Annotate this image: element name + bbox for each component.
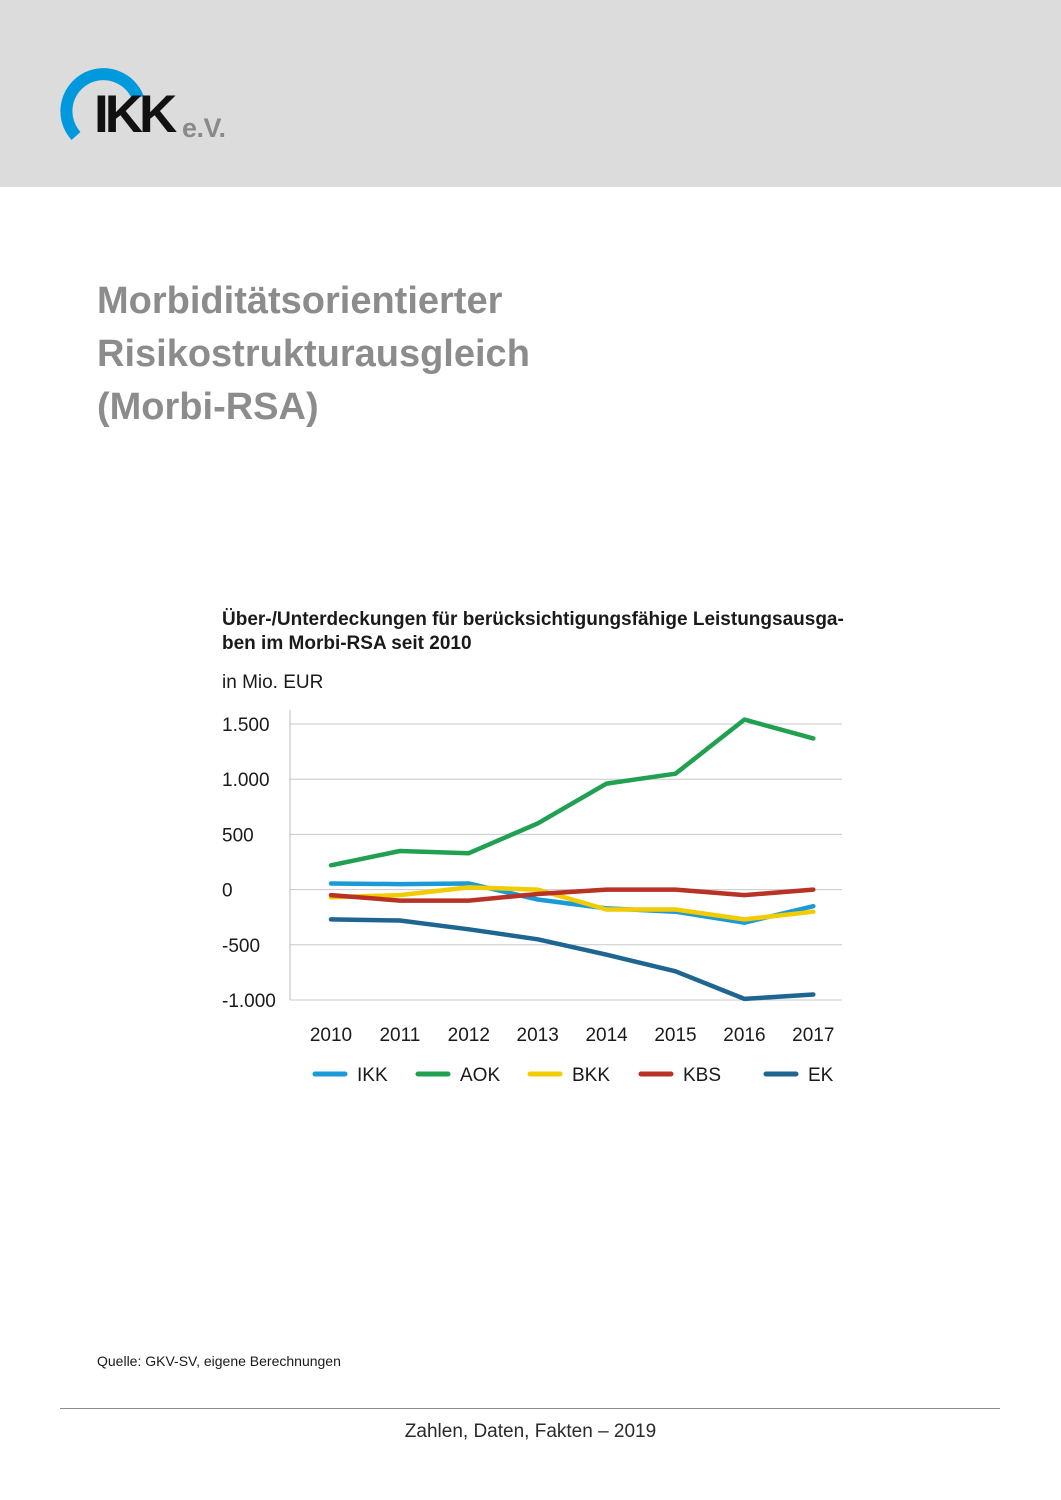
y-tick-label: 1.000: [222, 770, 270, 791]
chart-unit-label: in Mio. EUR: [222, 672, 324, 693]
x-tick-label: 2010: [310, 1025, 352, 1046]
series-line-aok: [328, 717, 816, 868]
legend: IKK AOK BKK KBS EK: [312, 1065, 834, 1086]
footer-text: Zahlen, Daten, Fakten – 2019: [404, 1421, 657, 1442]
x-tick-label: 2015: [654, 1025, 696, 1046]
legend-label-ikk: IKK: [357, 1065, 388, 1086]
ikk-logo: IKK e.V.: [58, 58, 248, 153]
y-tick-label: 500: [222, 825, 254, 846]
legend-label-aok: AOK: [460, 1065, 500, 1086]
y-tick-label: -500: [222, 936, 260, 957]
y-tick-label: 1.500: [222, 715, 270, 736]
series-line-ek: [328, 917, 816, 1002]
series-line-ikk: [328, 881, 816, 925]
x-tick-label: 2017: [792, 1025, 834, 1046]
axis-layer: 1.500 1.000 500 0 -500 -1.000 2010 2011 2012 2013…: [222, 710, 834, 1046]
page-title-line: (Morbi-RSA): [97, 386, 319, 428]
page-title-line: Risikostrukturausgleich: [97, 333, 530, 375]
chart-title: Über-/Unterdeckungen für berücksichtigun…: [222, 608, 862, 656]
x-tick-label: 2016: [723, 1025, 765, 1046]
x-tick-label: 2012: [448, 1025, 490, 1046]
chart-title-line: ben im Morbi-RSA seit 2010: [222, 633, 472, 654]
series-line-bkk: [328, 885, 816, 922]
x-tick-label: 2013: [517, 1025, 559, 1046]
y-tick-label: 0: [222, 881, 233, 902]
x-tick-label: 2011: [379, 1025, 420, 1046]
footer-divider: [60, 1408, 1000, 1409]
source-note: Quelle: GKV-SV, eigene Berechnungen: [97, 1353, 341, 1369]
y-tick-label: -1.000: [222, 991, 276, 1012]
page-title-line: Morbiditätsorientierter: [97, 280, 503, 322]
series-line-kbs: [328, 887, 816, 903]
header-band: IKK e.V.: [0, 0, 1061, 187]
logo-suffix: e.V.: [182, 113, 226, 143]
logo-ring-icon: [60, 68, 144, 141]
legend-label-ek: EK: [808, 1065, 834, 1086]
series-layer: [328, 717, 816, 1002]
x-tick-label: 2014: [585, 1025, 628, 1046]
legend-label-bkk: BKK: [572, 1065, 610, 1086]
grid-layer: [290, 723, 842, 1001]
logo-wordmark: IKK: [94, 85, 177, 144]
page-title: Morbiditätsorientierter Risikostrukturau…: [97, 275, 897, 434]
chart-title-line: Über-/Unterdeckungen für berücksichtigun…: [222, 609, 844, 630]
legend-label-kbs: KBS: [683, 1065, 721, 1086]
